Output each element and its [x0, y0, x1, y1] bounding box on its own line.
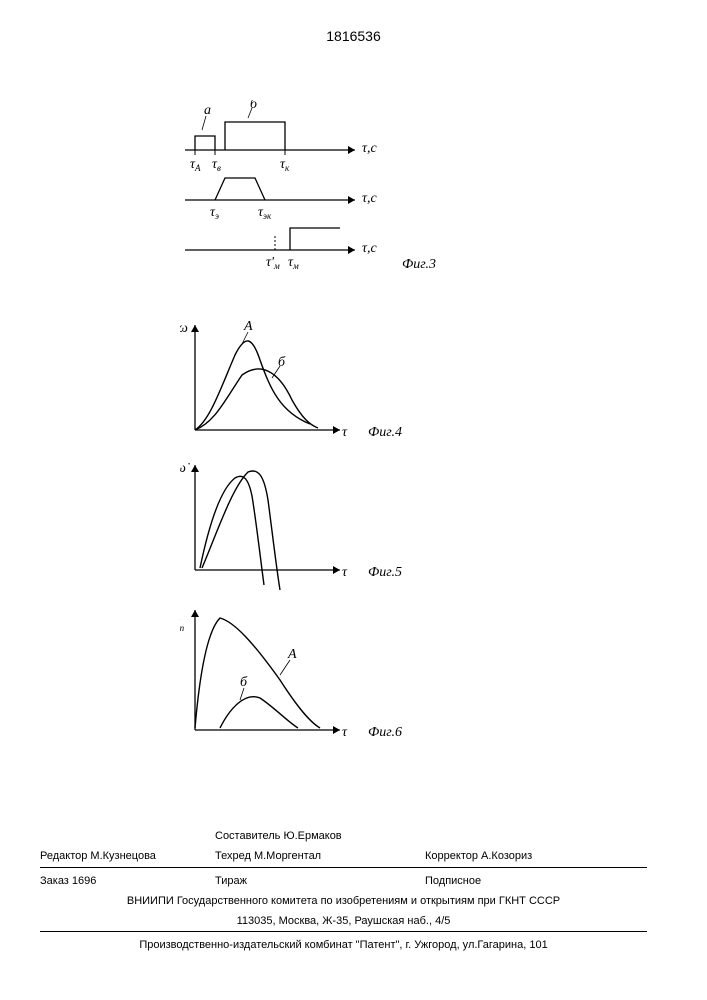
subscription: Подписное [425, 874, 647, 888]
axis-label-2: τ,c [362, 191, 378, 206]
fig5: ω̇ τ Фиг.5 [180, 461, 402, 590]
diagrams-area: τ,c а б τА τв τк τ,c τэ τэк [180, 100, 530, 780]
editor: Редактор М.Кузнецова [40, 849, 215, 863]
svg-text:τк: τк [280, 157, 290, 173]
axis-label-3: τ,c [362, 241, 378, 256]
fig3: τ,c а б τА τв τк τ,c τэ τэк [185, 100, 436, 272]
fig4-xlabel: τ [342, 425, 348, 440]
fig4-curve-a: A [243, 319, 253, 334]
compiler: Составитель Ю.Ермаков [215, 829, 425, 843]
order: Заказ 1696 [40, 874, 215, 888]
fig6-label: Фиг.6 [368, 725, 402, 740]
fig4-label: Фиг.4 [368, 425, 402, 440]
svg-text:τэ: τэ [210, 205, 219, 221]
fig6-curve-b: б [240, 675, 248, 690]
fig4-ylabel: ω [180, 321, 188, 336]
page-number: 1816536 [326, 28, 381, 44]
fig5-xlabel: τ [342, 565, 348, 580]
svg-text:τэк: τэк [258, 205, 272, 221]
corrector: Корректор А.Козориз [425, 849, 647, 863]
fig5-label: Фиг.5 [368, 565, 402, 580]
circulation: Тираж [215, 874, 425, 888]
pulse-label-b: б [250, 100, 258, 112]
production: Производственно-издательский комбинат "П… [40, 938, 647, 952]
tech-editor: Техред М.Моргентал [215, 849, 425, 863]
org-line1: ВНИИПИ Государственного комитета по изоб… [40, 894, 647, 908]
fig6: Мп τ А б Фиг.6 [180, 610, 402, 740]
fig6-curve-a: А [287, 647, 297, 662]
org-line2: 113035, Москва, Ж-35, Раушская наб., 4/5 [40, 914, 647, 928]
svg-text:τв: τв [212, 157, 221, 173]
svg-text:τ'м: τ'м [266, 255, 280, 271]
fig6-xlabel: τ [342, 725, 348, 740]
pulse-label-a: а [204, 103, 211, 118]
svg-text:Мп: Мп [180, 617, 185, 633]
footer-block: Составитель Ю.Ермаков Редактор М.Кузнецо… [40, 826, 647, 956]
fig4-curve-b: б [278, 355, 286, 370]
figures-svg: τ,c а б τА τв τк τ,c τэ τэк [180, 100, 530, 780]
axis-label: τ,c [362, 141, 378, 156]
svg-text:ω̇: ω̇ [180, 461, 190, 476]
svg-text:τА: τА [190, 157, 201, 173]
fig3-label: Фиг.3 [402, 257, 436, 272]
fig4: ω τ A б Фиг.4 [180, 319, 402, 440]
svg-text:τм: τм [288, 255, 299, 271]
